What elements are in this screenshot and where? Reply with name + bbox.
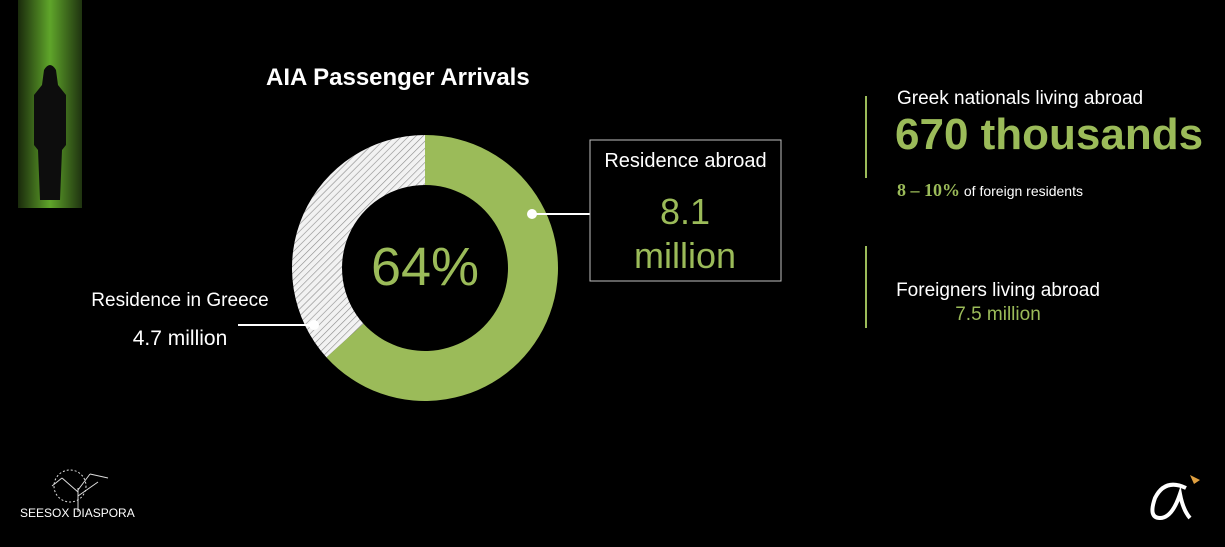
tree-logo [51,469,109,512]
callout-dot [309,320,319,330]
slice-value: 8.1 million [633,191,737,276]
stat-note: of foreign residents [963,183,1083,199]
alpha-logo [1150,475,1200,521]
donut-slice [326,135,558,402]
donut [291,135,558,402]
slice-value: 4.7 million [132,327,228,350]
logo-right: DIASPORA [72,506,135,520]
stat-value: 7.5 million [955,304,1041,325]
center-label: 64% [370,237,480,297]
photo [18,0,82,208]
stat-note-row: 8 – 10% of foreign residents [897,180,1083,201]
stat-value: 670 thousands [895,110,1204,159]
donut-slice [291,135,425,358]
callout-box [589,139,782,282]
callout-dot [527,209,537,219]
stat-label: Greek nationals living abroad [897,88,1144,109]
slice-label: Residence abroad [604,150,767,172]
slice-label: Residence in Greece [91,290,269,311]
stat-range: 8 – 10% [897,180,960,200]
logo-left: SEESOX [20,506,70,520]
chart-title: AIA Passenger Arrivals [266,64,530,91]
stat-label: Foreigners living abroad [896,280,1100,301]
logo-text: SEESOX DIASPORA [20,506,135,520]
